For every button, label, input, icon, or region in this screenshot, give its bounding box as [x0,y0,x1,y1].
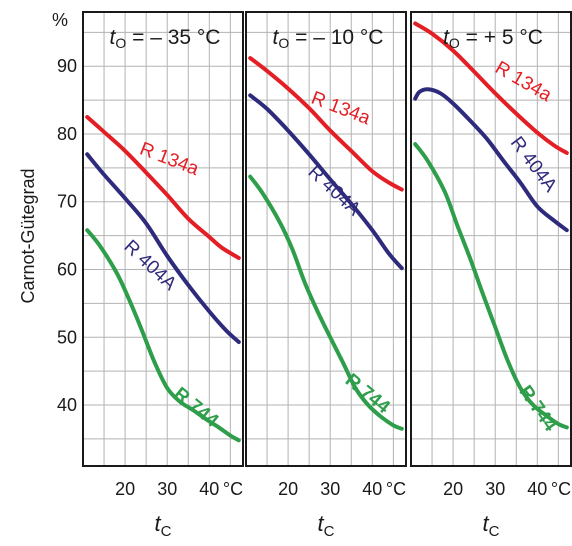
series-line-r-134a [248,56,404,192]
series-line-r-134a [413,21,569,155]
x-unit-label: °C [386,479,406,499]
series-line-r-134a [85,115,241,260]
series-label-r-404a: R 404A [304,162,365,221]
y-axis-label: Carnot-Gütegrad [18,168,38,303]
x-unit-label: °C [551,479,571,499]
x-tick-label: 20 [115,479,135,499]
y-tick-label: 40 [57,395,77,415]
x-tick-label: 40 [527,479,547,499]
series-line-r-744 [85,228,241,443]
series-label-r-744: R 744 [170,383,223,431]
series-label-r-744: R 744 [341,370,394,418]
series-line-r-404a [85,152,241,344]
x-tick-label: 20 [443,479,463,499]
series-label-r-134a: R 134a [308,88,373,130]
panel-title: tO = – 35 °C [110,26,221,51]
x-tick-label: 40 [362,479,382,499]
y-tick-label: 90 [57,56,77,76]
series-label-r-404a: R 404A [120,236,181,295]
x-tick-label: 20 [278,479,298,499]
y-tick-label: 70 [57,192,77,212]
x-unit-label: °C [223,479,243,499]
plot-frame [245,11,407,467]
series-line-r-744 [413,142,569,430]
series-line-r-404a [413,87,569,233]
x-axis-label: tC [155,511,172,540]
x-tick-label: 30 [320,479,340,499]
plot-frame [82,11,244,467]
y-tick-label: 60 [57,259,77,279]
x-tick-label: 30 [485,479,505,499]
y-tick-label: 80 [57,124,77,144]
panel-title: tO = + 5 °C [443,26,543,51]
plot-frame [410,11,572,467]
x-axis-label: tC [483,511,500,540]
panel-2: 20 30 40 °C tC tO = – 10 °C R 134a R 404A R 744 [245,11,407,540]
series-line-r-404a [248,93,404,271]
panel-title: tO = – 10 °C [273,26,384,51]
series-line-r-744 [248,174,404,431]
y-unit-label: % [52,10,68,30]
x-tick-label: 40 [199,479,219,499]
x-tick-label: 30 [157,479,177,499]
x-axis-label: tC [318,511,335,540]
y-tick-label: 50 [57,327,77,347]
